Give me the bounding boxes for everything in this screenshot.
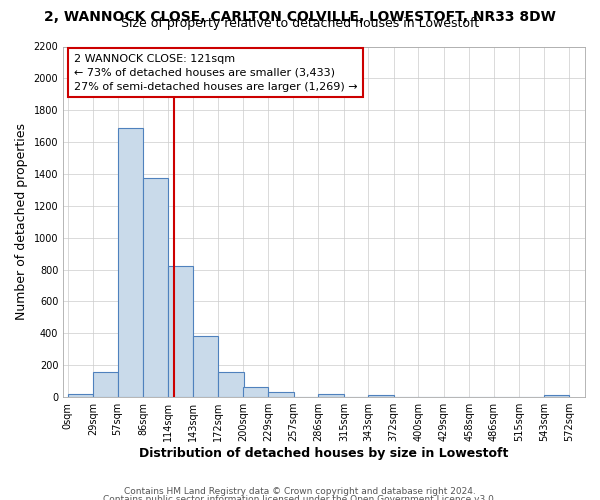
Bar xyxy=(268,392,294,397)
Bar xyxy=(218,372,244,397)
Text: 2 WANNOCK CLOSE: 121sqm
← 73% of detached houses are smaller (3,433)
27% of semi: 2 WANNOCK CLOSE: 121sqm ← 73% of detache… xyxy=(74,54,357,92)
X-axis label: Distribution of detached houses by size in Lowestoft: Distribution of detached houses by size … xyxy=(139,447,509,460)
Text: Contains public sector information licensed under the Open Government Licence v3: Contains public sector information licen… xyxy=(103,495,497,500)
Text: Size of property relative to detached houses in Lowestoft: Size of property relative to detached ho… xyxy=(121,18,479,30)
Bar xyxy=(118,128,143,397)
Bar xyxy=(319,394,344,397)
Bar xyxy=(143,178,169,397)
Bar xyxy=(167,266,193,397)
Bar xyxy=(368,394,394,397)
Y-axis label: Number of detached properties: Number of detached properties xyxy=(15,124,28,320)
Bar xyxy=(68,394,93,397)
Bar xyxy=(193,336,218,397)
Text: Contains HM Land Registry data © Crown copyright and database right 2024.: Contains HM Land Registry data © Crown c… xyxy=(124,488,476,496)
Bar xyxy=(544,396,569,397)
Bar xyxy=(243,386,268,397)
Bar xyxy=(93,372,118,397)
Text: 2, WANNOCK CLOSE, CARLTON COLVILLE, LOWESTOFT, NR33 8DW: 2, WANNOCK CLOSE, CARLTON COLVILLE, LOWE… xyxy=(44,10,556,24)
